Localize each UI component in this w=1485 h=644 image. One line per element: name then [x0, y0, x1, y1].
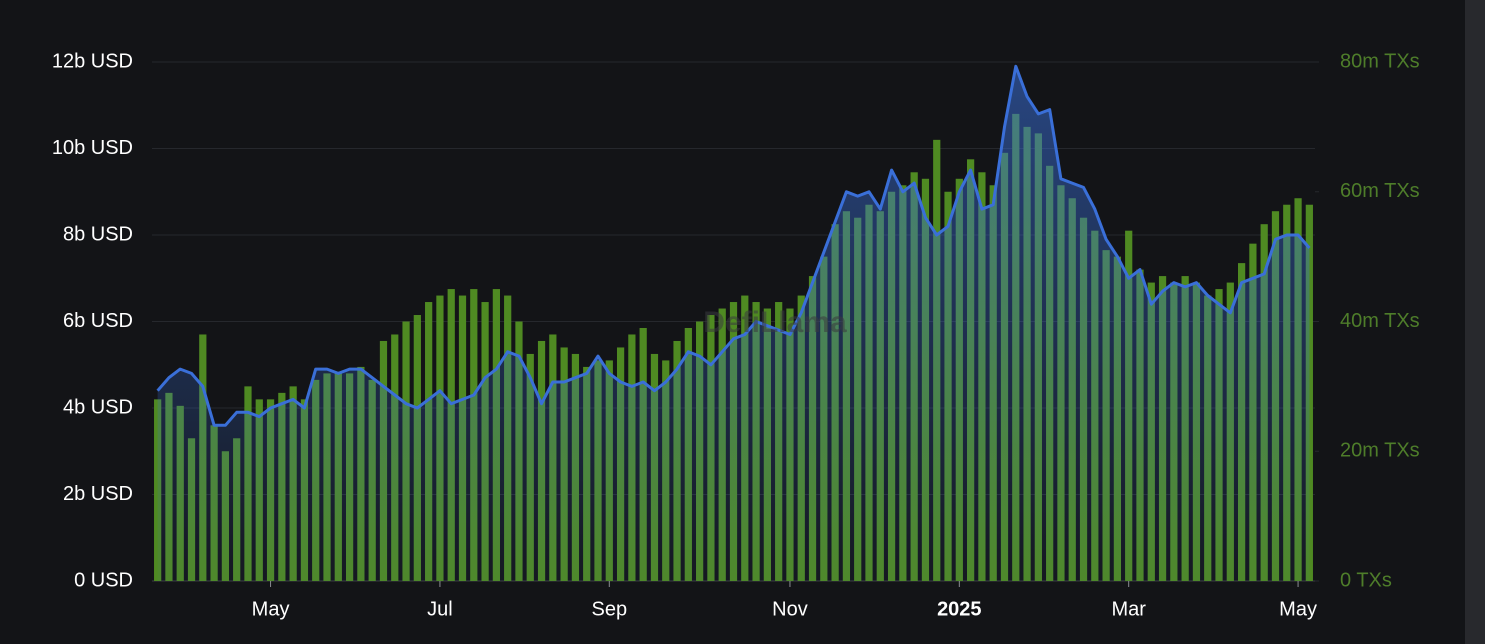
tvl-area	[157, 66, 1310, 582]
labels: DefiLlama 0 USD 2b USD 4b USD 6b USD 8b USD 10…	[52, 50, 1420, 620]
x-tick-label: Mar	[1111, 598, 1146, 620]
tvl-line	[156, 64, 1311, 427]
y-tick-label: 10b USD	[52, 137, 133, 159]
y2-tick-label: 40m TXs	[1340, 310, 1420, 332]
y-tick-label: 8b USD	[63, 223, 133, 245]
y2-tick-label: 0 TXs	[1340, 569, 1392, 591]
watermark: DefiLlama	[703, 306, 847, 339]
x-tick-label: Jul	[427, 598, 453, 620]
area-layer	[156, 64, 1311, 582]
x-tick-label: May	[1279, 598, 1317, 620]
y2-tick-label: 60m TXs	[1340, 180, 1420, 202]
y2-tick-label: 80m TXs	[1340, 50, 1420, 72]
x-tick-label: May	[252, 598, 290, 620]
y-tick-label: 2b USD	[63, 483, 133, 505]
y-tick-label: 4b USD	[63, 396, 133, 418]
x-tick-label: 2025	[937, 598, 982, 620]
scrollbar-strip	[1465, 0, 1485, 644]
y-tick-label: 0 USD	[74, 569, 133, 591]
x-tick-label: Nov	[772, 598, 808, 620]
y2-tick-label: 20m TXs	[1340, 440, 1420, 462]
x-tick-label: Sep	[591, 598, 627, 620]
y-tick-label: 6b USD	[63, 310, 133, 332]
y-tick-label: 12b USD	[52, 50, 133, 72]
